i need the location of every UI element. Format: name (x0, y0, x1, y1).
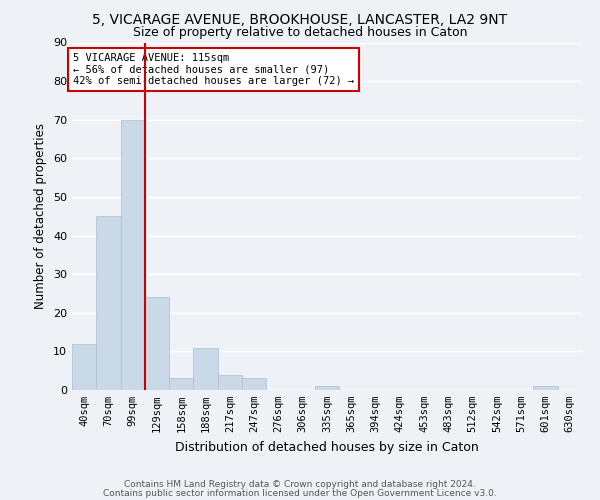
Text: Contains public sector information licensed under the Open Government Licence v3: Contains public sector information licen… (103, 488, 497, 498)
Bar (193, 348, 218, 390)
Bar (145, 298, 169, 390)
Bar (96, 216, 121, 390)
Bar (533, 386, 558, 390)
X-axis label: Distribution of detached houses by size in Caton: Distribution of detached houses by size … (175, 440, 479, 454)
Bar (121, 120, 145, 390)
Text: 5 VICARAGE AVENUE: 115sqm
← 56% of detached houses are smaller (97)
42% of semi-: 5 VICARAGE AVENUE: 115sqm ← 56% of detac… (73, 53, 354, 86)
Bar (72, 344, 96, 390)
Bar (315, 386, 339, 390)
Text: 5, VICARAGE AVENUE, BROOKHOUSE, LANCASTER, LA2 9NT: 5, VICARAGE AVENUE, BROOKHOUSE, LANCASTE… (92, 12, 508, 26)
Text: Size of property relative to detached houses in Caton: Size of property relative to detached ho… (133, 26, 467, 39)
Bar (169, 378, 193, 390)
Text: Contains HM Land Registry data © Crown copyright and database right 2024.: Contains HM Land Registry data © Crown c… (124, 480, 476, 489)
Y-axis label: Number of detached properties: Number of detached properties (34, 123, 47, 309)
Bar (242, 378, 266, 390)
Bar (218, 374, 242, 390)
